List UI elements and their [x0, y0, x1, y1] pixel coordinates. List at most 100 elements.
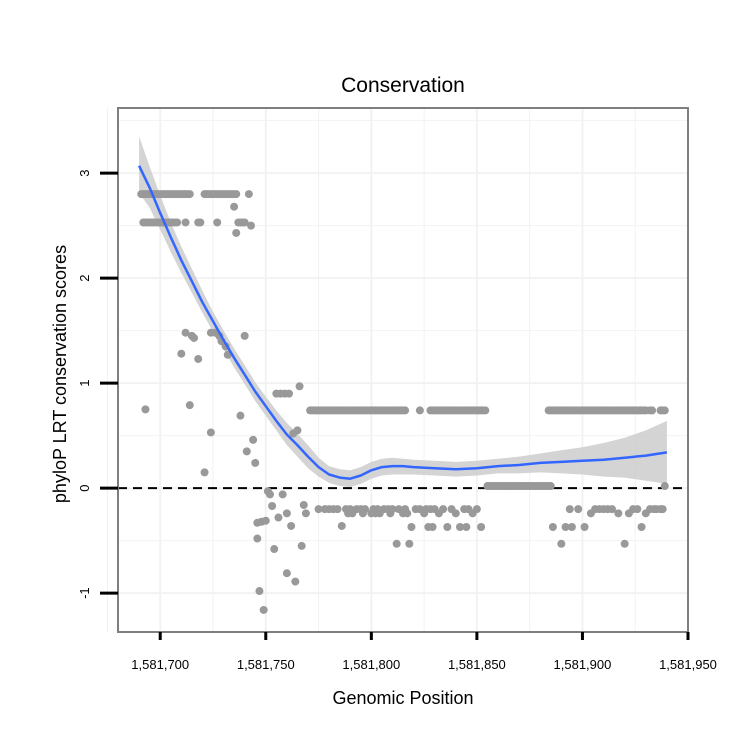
data-point: [185, 190, 194, 199]
data-point: [567, 522, 576, 531]
data-point: [255, 587, 264, 596]
y-tick-label: 1: [77, 380, 92, 387]
data-point: [314, 505, 323, 514]
data-point: [297, 541, 306, 550]
data-point: [299, 500, 308, 509]
data-point: [291, 577, 300, 586]
data-point: [403, 509, 412, 518]
data-point: [401, 406, 410, 415]
data-point: [249, 435, 258, 444]
y-axis: -1 0 1 2 3: [77, 169, 118, 599]
smooth-trend-line: [137, 165, 668, 480]
data-point: [268, 501, 277, 510]
data-point: [232, 228, 241, 237]
data-point: [633, 505, 642, 514]
data-point: [287, 521, 296, 530]
x-tick-label: 1,581,900: [554, 657, 612, 672]
data-point: [574, 505, 583, 514]
confidence-band-area: [139, 136, 667, 488]
data-point: [456, 522, 464, 531]
data-point: [232, 190, 241, 199]
grid-lines: [106, 108, 689, 632]
data-point: [244, 190, 253, 199]
x-axis: 1,581,700 1,581,750 1,581,800 1,581,850 1,58…: [131, 632, 717, 672]
data-point: [282, 569, 291, 578]
data-point: [557, 539, 566, 548]
data-point: [173, 218, 182, 227]
y-tick-label: 0: [77, 485, 92, 492]
data-point: [648, 406, 657, 415]
data-point: [472, 505, 481, 514]
data-point: [278, 490, 287, 499]
data-point: [620, 539, 629, 548]
data-point: [270, 545, 279, 554]
data-point: [177, 349, 186, 358]
data-point: [415, 406, 424, 415]
data-point: [253, 534, 262, 543]
data-point: [213, 218, 222, 227]
smooth-line-path: [137, 165, 668, 480]
data-point: [242, 447, 251, 456]
data-point: [190, 333, 198, 342]
data-point: [236, 411, 245, 420]
data-point: [439, 505, 448, 514]
data-point: [240, 218, 249, 227]
data-point: [206, 428, 215, 437]
data-point: [546, 482, 555, 491]
data-point: [392, 539, 401, 548]
data-points: [137, 190, 669, 614]
data-point: [443, 522, 452, 531]
x-tick-label: 1,581,950: [659, 657, 717, 672]
data-point: [580, 522, 589, 531]
y-axis-title: phyloP LRT conservation scores: [50, 245, 70, 503]
data-point: [405, 539, 414, 548]
data-point: [181, 328, 190, 337]
y-tick-label: 3: [77, 169, 92, 176]
data-point: [274, 513, 283, 522]
data-point: [185, 401, 194, 410]
data-point: [282, 509, 291, 518]
data-point: [259, 605, 268, 614]
data-point: [293, 426, 302, 435]
x-tick-label: 1,581,700: [131, 657, 189, 672]
data-point: [196, 218, 205, 227]
data-point: [141, 405, 150, 414]
data-point: [361, 505, 369, 514]
data-point: [428, 522, 437, 531]
chart-title: Conservation: [341, 74, 465, 97]
data-point: [608, 505, 616, 514]
data-point: [285, 389, 293, 398]
data-point: [247, 221, 255, 230]
data-point: [240, 331, 249, 340]
panel-border: [117, 107, 689, 633]
data-point: [637, 522, 646, 531]
data-point: [200, 468, 209, 477]
x-tick-label: 1,581,750: [237, 657, 295, 672]
data-point: [614, 509, 623, 518]
data-point: [337, 521, 346, 530]
y-tick-label: -1: [77, 587, 92, 599]
x-tick-label: 1,581,850: [448, 657, 506, 672]
data-point: [565, 505, 574, 514]
data-point: [477, 522, 486, 531]
data-point: [660, 482, 669, 491]
data-point: [388, 505, 397, 514]
data-point: [181, 218, 190, 227]
data-point: [301, 509, 310, 518]
data-point: [261, 516, 270, 525]
x-tick-label: 1,581,800: [342, 657, 400, 672]
data-point: [230, 202, 239, 211]
x-axis-title: Genomic Position: [332, 688, 473, 708]
data-point: [194, 354, 203, 363]
data-point: [333, 505, 342, 514]
data-point: [561, 522, 570, 531]
data-point: [407, 522, 416, 531]
data-point: [660, 406, 669, 415]
data-point: [658, 505, 667, 514]
confidence-band: [139, 136, 667, 488]
data-point: [295, 382, 304, 391]
data-point: [548, 522, 557, 531]
data-point: [451, 509, 460, 518]
data-point: [481, 406, 490, 415]
